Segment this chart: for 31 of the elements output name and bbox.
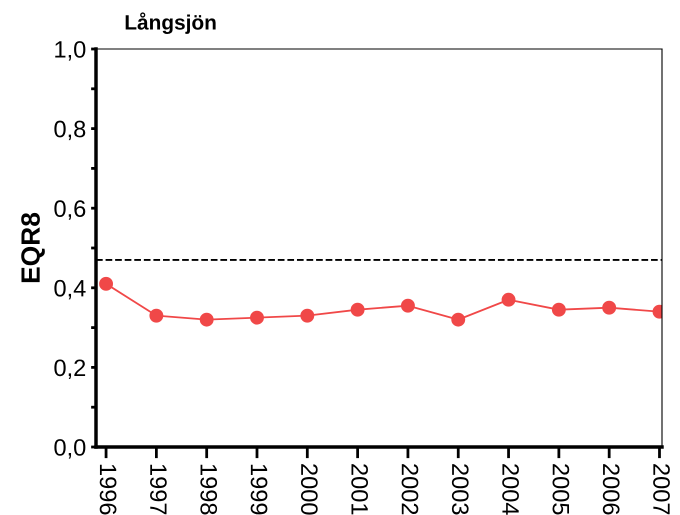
x-tick-label: 2005 bbox=[552, 464, 570, 515]
chart-title: Långsjön bbox=[126, 12, 216, 34]
y-axis-title: EQR8 bbox=[21, 212, 45, 282]
point bbox=[451, 312, 466, 327]
x-tick-label: 2001 bbox=[351, 464, 368, 514]
y-tick-label: 0,8 bbox=[54, 120, 86, 140]
y-tick-label: 1,0 bbox=[55, 41, 86, 61]
y-tick-label: 0,4 bbox=[54, 280, 86, 300]
x-tick-label: 2002 bbox=[402, 464, 418, 514]
point bbox=[502, 292, 516, 307]
x-tick-label: 1998 bbox=[200, 464, 218, 514]
point bbox=[350, 302, 365, 317]
point bbox=[400, 298, 415, 313]
y-tick-label: 0,2 bbox=[54, 359, 86, 379]
x-tick-label: 1996 bbox=[100, 464, 116, 514]
point bbox=[250, 310, 264, 325]
point bbox=[200, 312, 214, 327]
x-tick-label: 1997 bbox=[150, 464, 167, 514]
x-tick-label: 1999 bbox=[250, 464, 268, 514]
point bbox=[602, 300, 616, 315]
x-tick-label: 2004 bbox=[502, 464, 519, 515]
x-tick-label: 2007 bbox=[653, 464, 670, 514]
point bbox=[149, 308, 164, 323]
y-tick-label: 0,6 bbox=[54, 200, 86, 220]
x-tick-label: 2000 bbox=[300, 464, 318, 515]
point bbox=[552, 302, 566, 317]
y-tick-label: 0,0 bbox=[54, 439, 86, 459]
point bbox=[99, 276, 114, 291]
x-tick-label: 2003 bbox=[452, 464, 469, 514]
x-tick-label: 2006 bbox=[602, 464, 620, 514]
point bbox=[300, 308, 314, 323]
